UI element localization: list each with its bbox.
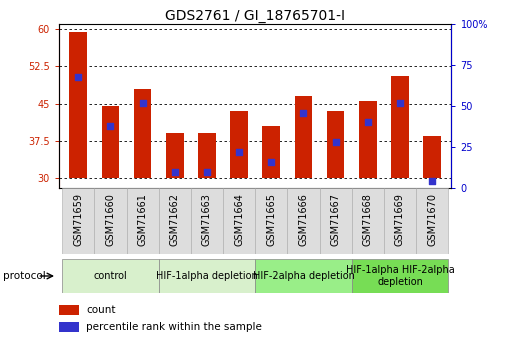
Bar: [255, 188, 287, 254]
Bar: [102, 106, 120, 178]
Bar: [62, 259, 159, 293]
Bar: [94, 188, 127, 254]
Bar: [263, 126, 280, 178]
Point: [364, 120, 372, 125]
Bar: [255, 259, 352, 293]
Bar: [166, 134, 184, 178]
Point: [331, 139, 340, 145]
Text: GSM71667: GSM71667: [331, 193, 341, 246]
Bar: [287, 188, 320, 254]
Bar: [134, 89, 151, 178]
Text: GSM71664: GSM71664: [234, 193, 244, 246]
Text: GSM71668: GSM71668: [363, 193, 373, 246]
Point: [74, 74, 83, 79]
Text: HIF-1alpha depletion: HIF-1alpha depletion: [156, 271, 258, 281]
Point: [203, 169, 211, 174]
Text: control: control: [93, 271, 127, 281]
Text: HIF-1alpha HIF-2alpha
depletion: HIF-1alpha HIF-2alpha depletion: [346, 265, 455, 287]
Text: percentile rank within the sample: percentile rank within the sample: [86, 322, 262, 332]
Bar: [384, 188, 416, 254]
Text: count: count: [86, 305, 115, 315]
Bar: [352, 259, 448, 293]
Point: [300, 110, 308, 115]
Bar: [59, 322, 79, 333]
Bar: [320, 188, 352, 254]
Text: GSM71660: GSM71660: [106, 193, 115, 246]
Point: [106, 123, 114, 128]
Bar: [352, 188, 384, 254]
Bar: [127, 188, 159, 254]
Point: [139, 100, 147, 106]
Point: [235, 149, 243, 155]
Bar: [198, 134, 216, 178]
Bar: [191, 188, 223, 254]
Text: GSM71665: GSM71665: [266, 193, 277, 246]
Bar: [230, 111, 248, 178]
Text: HIF-2alpha depletion: HIF-2alpha depletion: [252, 271, 354, 281]
Bar: [294, 96, 312, 178]
Bar: [223, 188, 255, 254]
Text: GSM71666: GSM71666: [299, 193, 308, 246]
Bar: [416, 188, 448, 254]
Bar: [62, 188, 94, 254]
Text: GSM71659: GSM71659: [73, 193, 83, 246]
Bar: [59, 305, 79, 315]
Text: GSM71670: GSM71670: [427, 193, 437, 246]
Title: GDS2761 / GI_18765701-I: GDS2761 / GI_18765701-I: [165, 9, 345, 23]
Text: GSM71662: GSM71662: [170, 193, 180, 246]
Bar: [327, 111, 345, 178]
Text: GSM71663: GSM71663: [202, 193, 212, 246]
Text: protocol: protocol: [3, 271, 45, 281]
Bar: [159, 259, 255, 293]
Point: [396, 100, 404, 106]
Point: [428, 179, 436, 184]
Text: GSM71669: GSM71669: [395, 193, 405, 246]
Bar: [359, 101, 377, 178]
Bar: [69, 32, 87, 178]
Point: [267, 159, 275, 165]
Text: GSM71661: GSM71661: [137, 193, 148, 246]
Point: [171, 169, 179, 174]
Bar: [159, 188, 191, 254]
Bar: [423, 136, 441, 178]
Bar: [391, 76, 409, 178]
